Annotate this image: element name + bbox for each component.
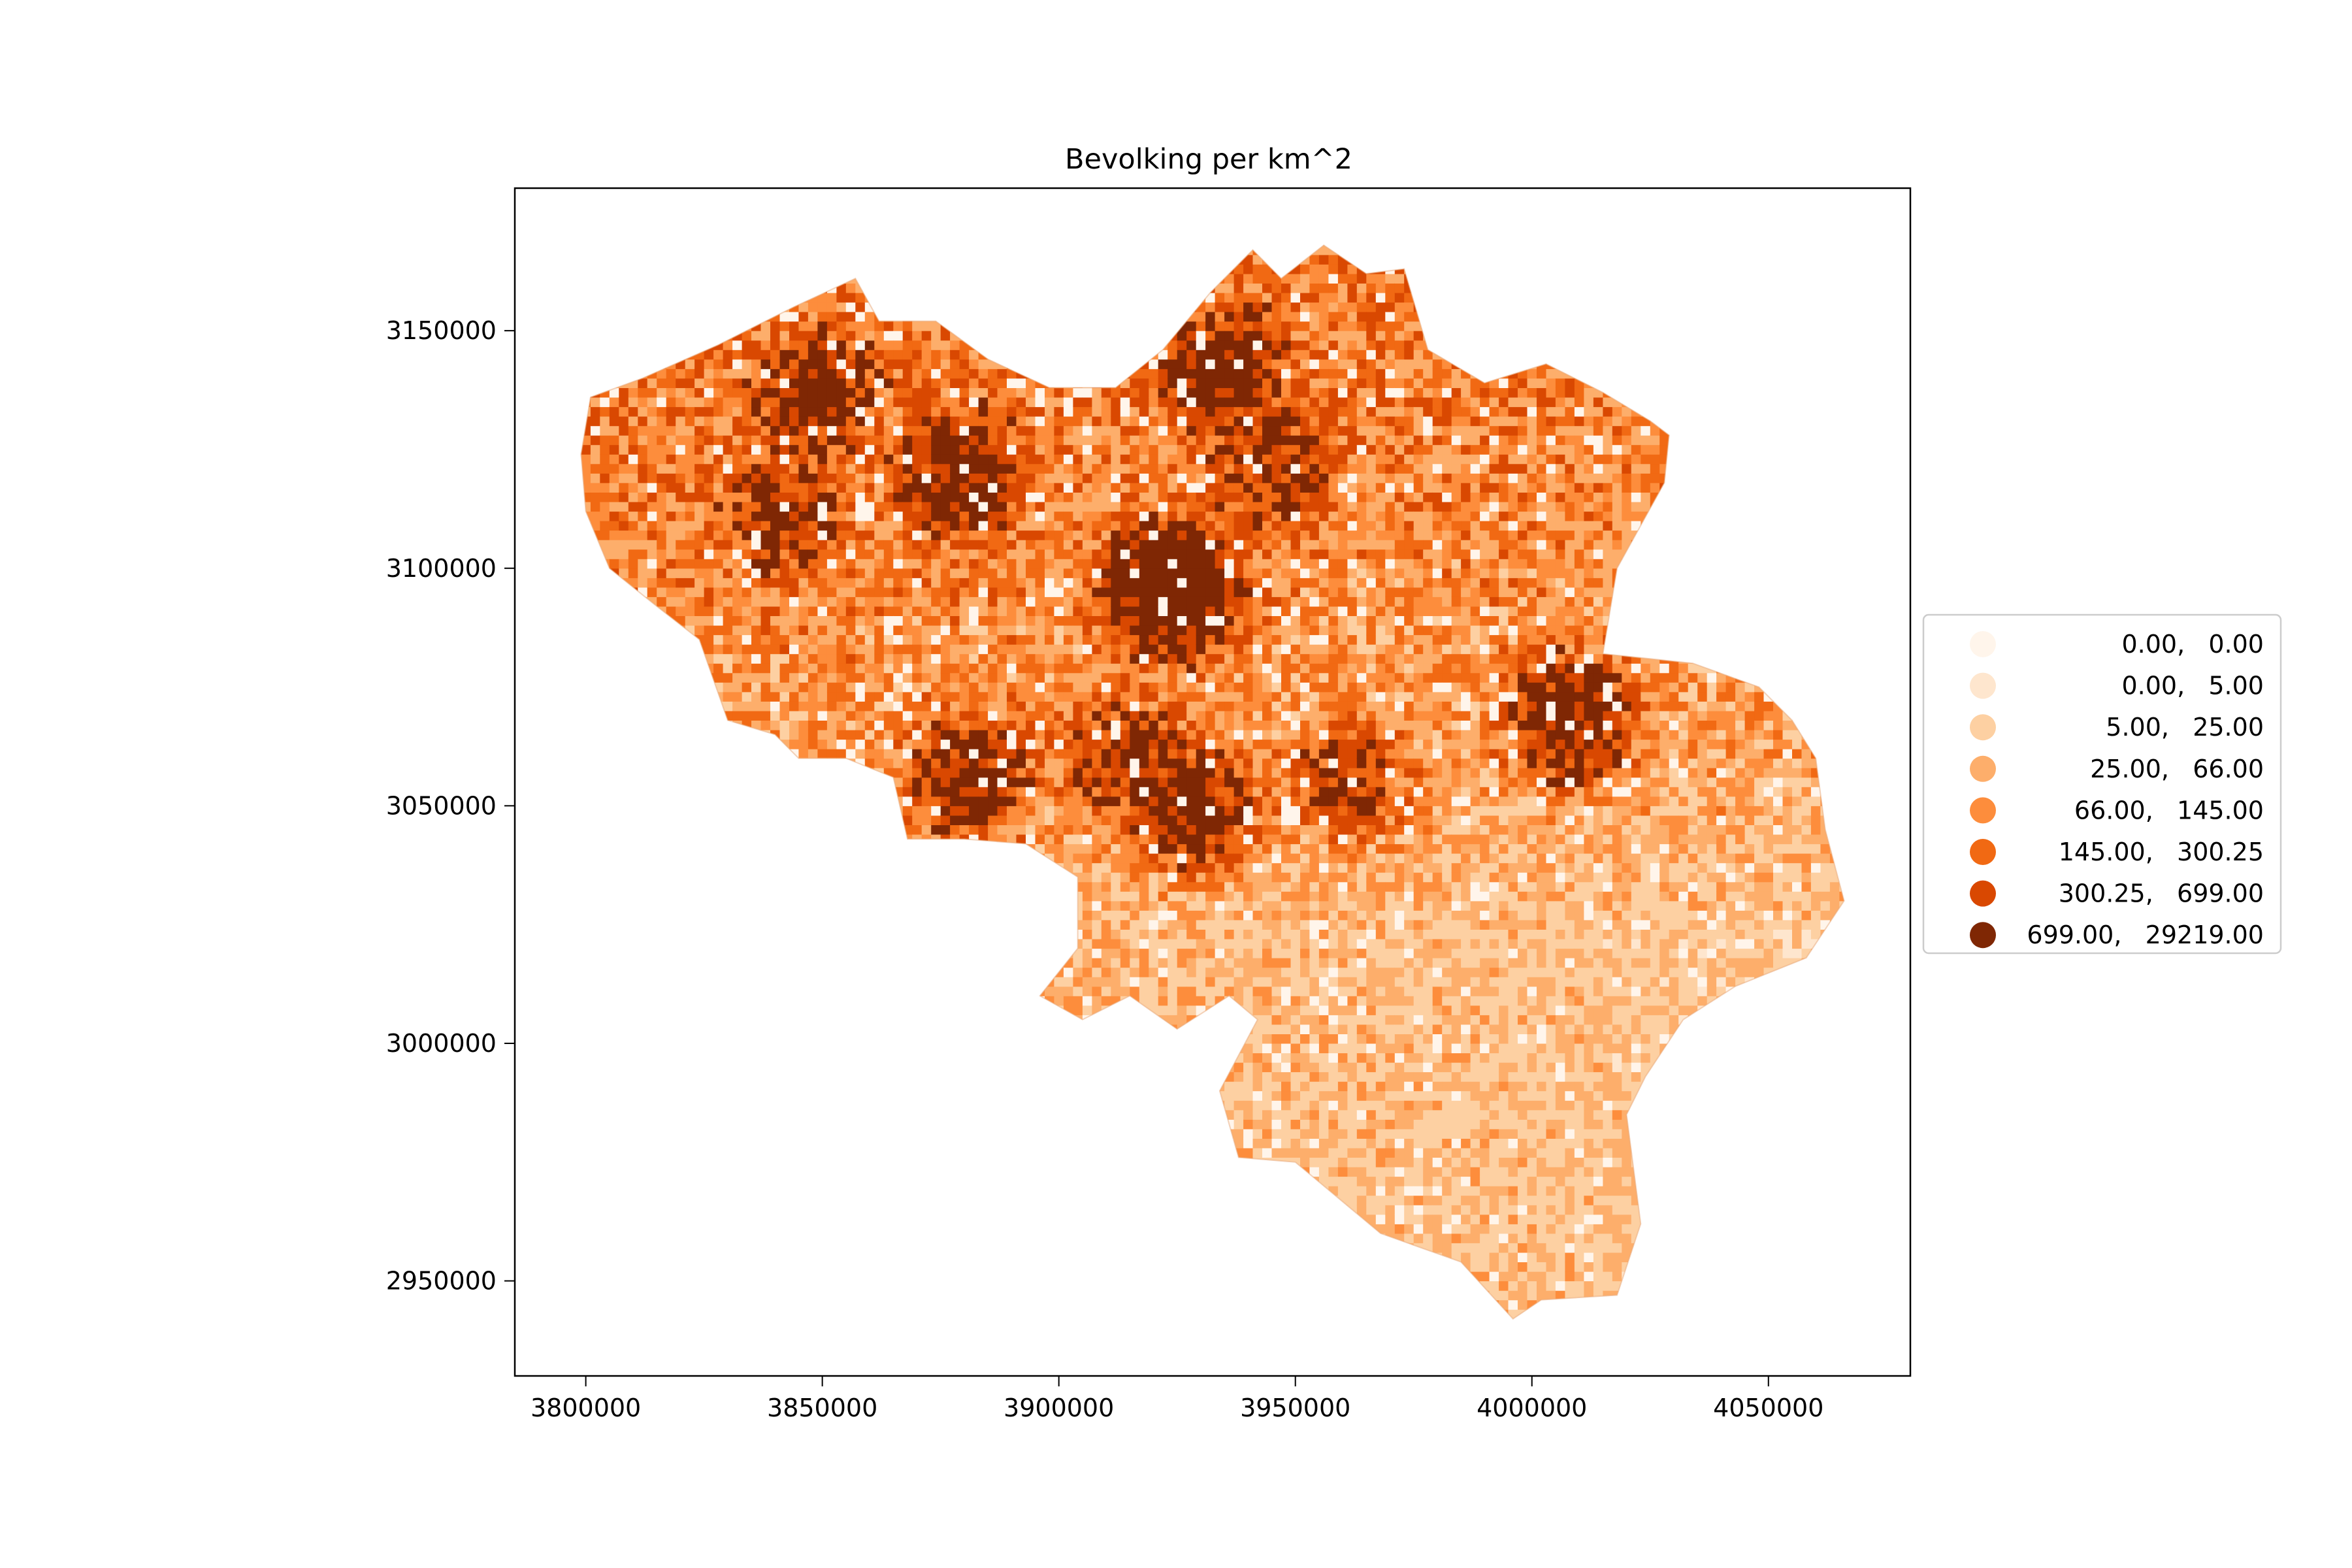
legend-marker <box>1970 714 1996 741</box>
x-tick-label: 3850000 <box>767 1394 877 1422</box>
chart-title: Bevolking per km^2 <box>1065 143 1352 176</box>
legend-marker <box>1970 839 1996 865</box>
legend-label: 0.00, 5.00 <box>2121 672 2264 700</box>
plot-frame <box>514 187 1912 1377</box>
country-outline <box>580 244 1845 1320</box>
y-axis: 2950000 3000000 3050000 3100000 3150000 <box>386 316 515 1296</box>
x-tick-label: 3900000 <box>1004 1394 1114 1422</box>
legend-marker <box>1970 797 1996 824</box>
legend-frame <box>1922 613 2282 955</box>
legend-marker <box>1970 755 1996 782</box>
y-tick-label: 3000000 <box>386 1029 497 1058</box>
legend-marker <box>1970 631 1996 657</box>
y-tick-label: 3150000 <box>386 316 497 345</box>
legend-label: 25.00, 66.00 <box>2090 755 2264 783</box>
x-tick-label: 3950000 <box>1240 1394 1350 1422</box>
legend-label: 699.00, 29219.00 <box>2027 921 2264 949</box>
x-tick-label: 3800000 <box>531 1394 641 1422</box>
y-tick-label: 2950000 <box>386 1267 497 1296</box>
legend-label: 300.25, 699.00 <box>2059 879 2264 908</box>
legend-label: 66.00, 145.00 <box>2074 796 2264 825</box>
legend: 0.00, 0.00 0.00, 5.00 5.00, 25.00 25.00, 66… <box>1922 613 2282 955</box>
legend-marker <box>1970 922 1996 949</box>
legend-label: 0.00, 0.00 <box>2121 630 2264 659</box>
legend-marker <box>1970 880 1996 907</box>
legend-label: 145.00, 300.25 <box>2059 838 2264 866</box>
y-tick-label: 3100000 <box>386 554 497 583</box>
x-tick-label: 4000000 <box>1477 1394 1587 1422</box>
legend-label: 5.00, 25.00 <box>2106 713 2264 742</box>
legend-marker <box>1970 672 1996 699</box>
y-tick-label: 3050000 <box>386 791 497 820</box>
x-tick-label: 4050000 <box>1713 1394 1823 1422</box>
x-axis: 3800000 3850000 3900000 3950000 4000000 40500… <box>531 1376 1823 1422</box>
